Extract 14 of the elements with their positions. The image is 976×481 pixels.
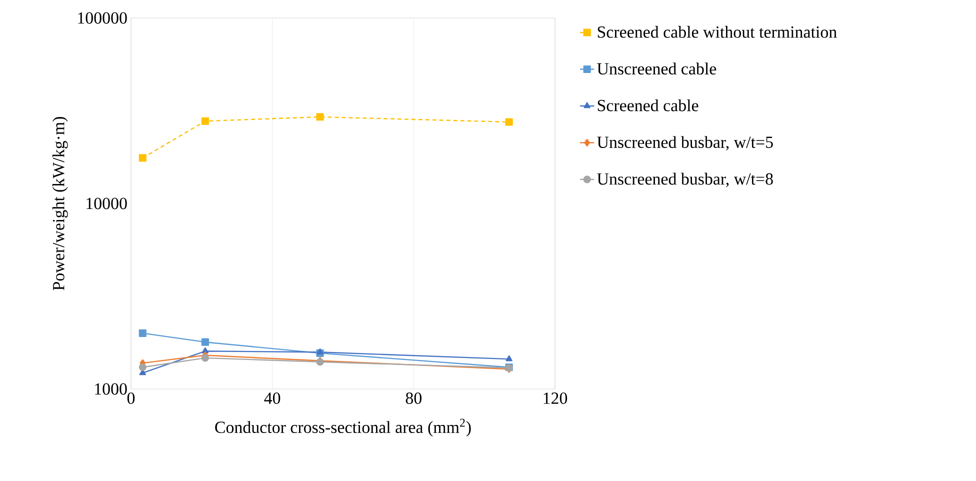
y-tick-label: 100000 [78, 12, 127, 24]
y-tick-label: 10000 [86, 198, 127, 210]
x-tick-label: 80 [406, 392, 422, 404]
legend-label: Unscreened busbar, w/t=5 [597, 136, 773, 150]
legend-label: Unscreened busbar, w/t=8 [597, 172, 773, 188]
y-tick-label: 1000 [95, 383, 127, 395]
x-tick-label: 0 [127, 392, 135, 404]
x-tick-label: 120 [544, 392, 568, 404]
y-axis-title: Power/weight (kW/kg·m) [52, 116, 68, 290]
legend-label: Screened cable [598, 99, 698, 112]
x-tick-label: 40 [264, 392, 280, 404]
x-axis-title: Conductor cross-sectional area (mm$^{2}$) [215, 418, 471, 436]
legend-label: Unscreened cable [597, 62, 716, 75]
legend-label: Screened cable without termination [598, 26, 837, 38]
